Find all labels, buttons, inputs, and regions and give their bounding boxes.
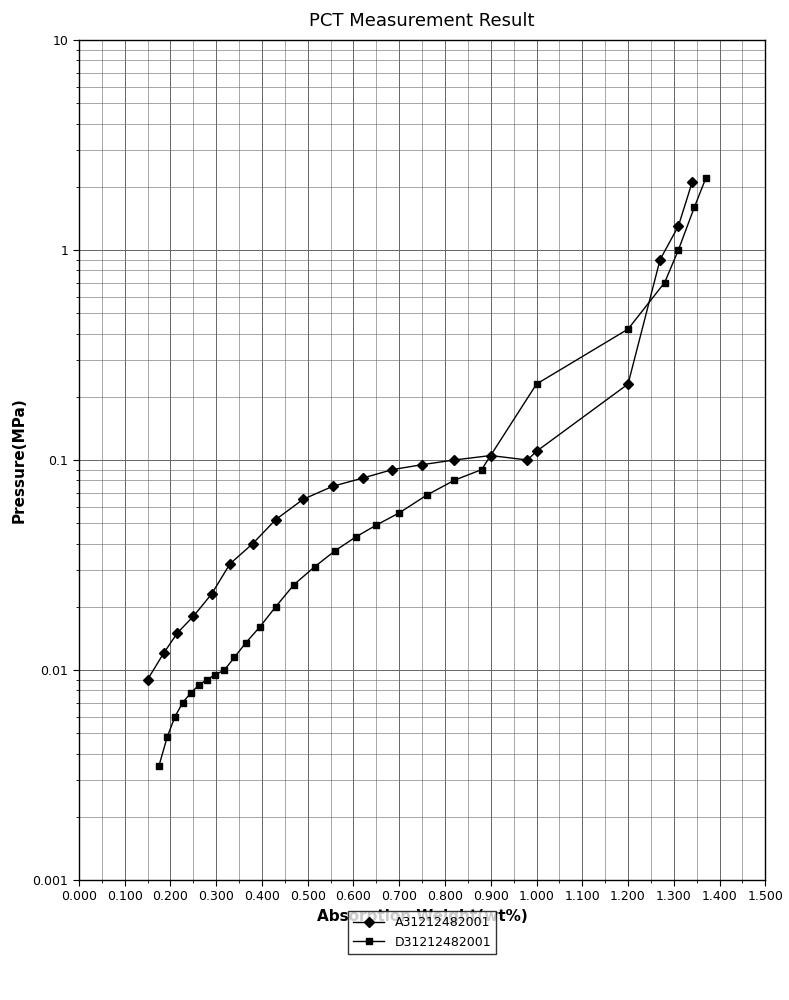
- D31212482001: [450, 474, 459, 486]
- A31212482001: [656, 254, 665, 266]
- D31212482001: [674, 244, 683, 256]
- D31212482001: [331, 545, 340, 557]
- D31212482001: [351, 531, 361, 543]
- D31212482001: [690, 201, 699, 213]
- Y-axis label: Pressure(MPa): Pressure(MPa): [12, 397, 27, 523]
- D31212482001: [477, 464, 486, 476]
- A31212482001: [225, 558, 234, 570]
- D31212482001: [623, 323, 633, 335]
- D31212482001: [241, 637, 251, 649]
- A31212482001: [674, 220, 683, 232]
- A31212482001: [450, 454, 459, 466]
- D31212482001: [154, 760, 164, 772]
- D31212482001: [219, 664, 229, 676]
- Title: PCT Measurement Result: PCT Measurement Result: [309, 12, 535, 30]
- A31212482001: [358, 472, 368, 484]
- Line: A31212482001: A31212482001: [144, 179, 696, 683]
- A31212482001: [417, 459, 427, 471]
- A31212482001: [159, 647, 168, 659]
- A31212482001: [298, 493, 308, 505]
- A31212482001: [486, 450, 495, 462]
- A31212482001: [532, 445, 541, 457]
- A31212482001: [173, 627, 182, 639]
- D31212482001: [170, 711, 180, 723]
- A31212482001: [623, 378, 633, 390]
- A31212482001: [328, 480, 338, 492]
- A31212482001: [143, 674, 152, 686]
- D31212482001: [660, 277, 669, 289]
- A31212482001: [271, 514, 280, 526]
- D31212482001: [310, 561, 320, 573]
- D31212482001: [394, 507, 404, 519]
- A31212482001: [387, 464, 397, 476]
- D31212482001: [186, 687, 196, 699]
- A31212482001: [248, 538, 257, 550]
- D31212482001: [532, 378, 541, 390]
- A31212482001: [687, 176, 697, 188]
- Legend: A31212482001, D31212482001: A31212482001, D31212482001: [348, 911, 496, 954]
- D31212482001: [211, 669, 220, 681]
- X-axis label: Absorption Weight(wt%): Absorption Weight(wt%): [316, 909, 528, 924]
- D31212482001: [255, 621, 264, 633]
- D31212482001: [178, 697, 188, 709]
- D31212482001: [290, 579, 299, 591]
- A31212482001: [522, 454, 532, 466]
- D31212482001: [202, 674, 211, 686]
- D31212482001: [163, 731, 172, 743]
- A31212482001: [207, 588, 216, 600]
- A31212482001: [189, 610, 198, 622]
- Line: D31212482001: D31212482001: [155, 175, 709, 769]
- D31212482001: [230, 651, 239, 663]
- D31212482001: [372, 519, 381, 531]
- D31212482001: [422, 489, 432, 501]
- D31212482001: [195, 679, 204, 691]
- D31212482001: [271, 601, 280, 613]
- D31212482001: [701, 172, 711, 184]
